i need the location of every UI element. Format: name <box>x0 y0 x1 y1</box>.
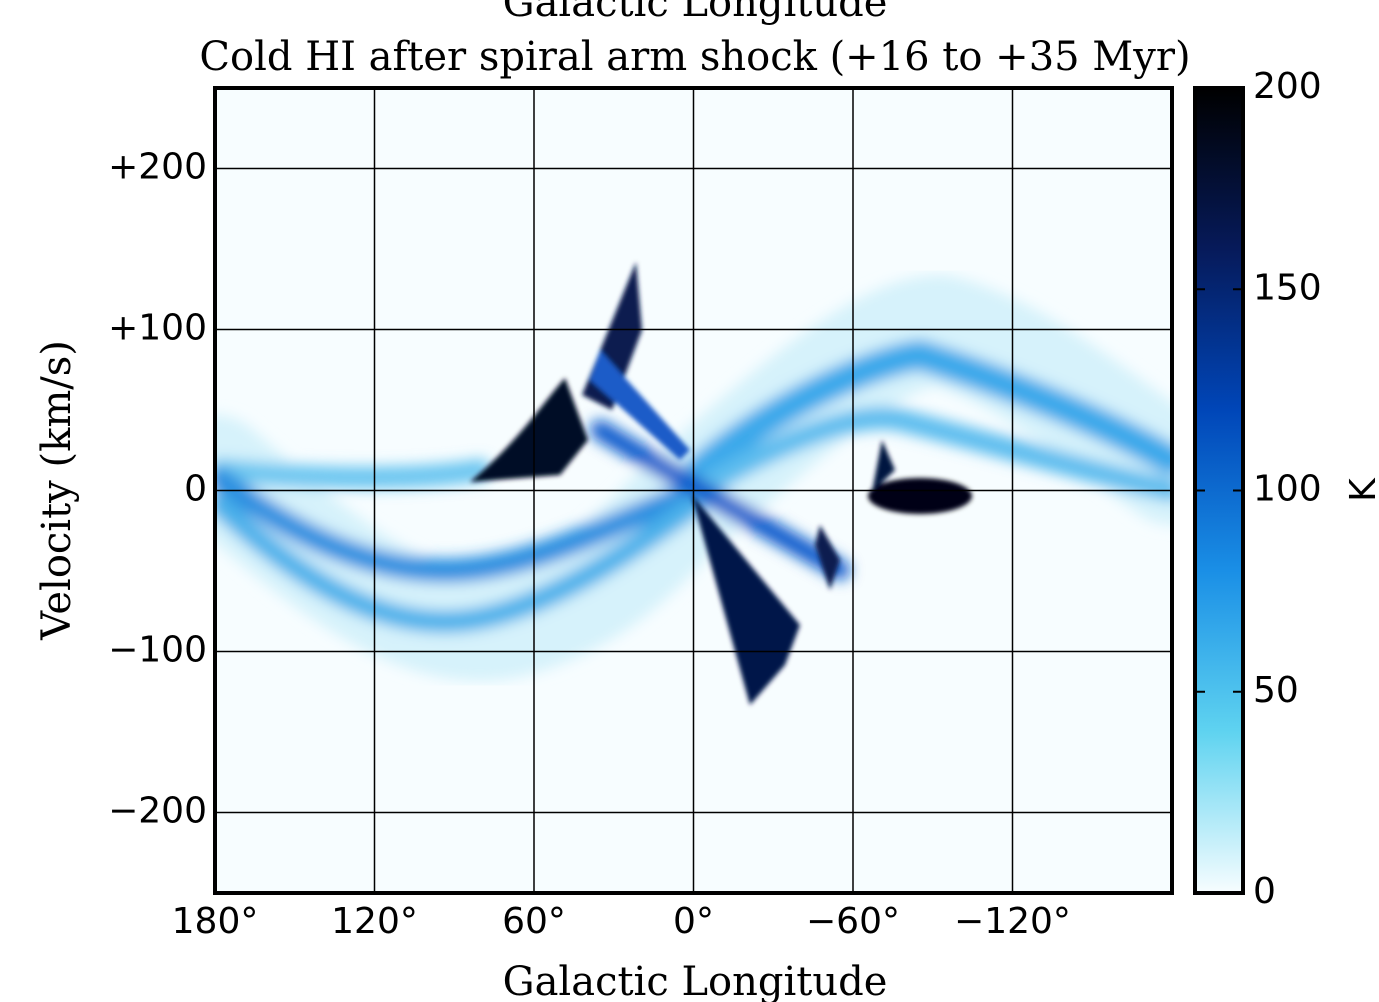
y-axis-label: Velocity (km/s) <box>34 340 80 641</box>
colorbar-tick-label: 0 <box>1253 871 1276 912</box>
dense-region <box>868 478 972 514</box>
y-tick-label: 0 <box>184 469 207 510</box>
x-tick-label: −120° <box>954 901 1071 942</box>
x-tick-label: 120° <box>331 901 418 942</box>
band <box>689 407 1172 501</box>
dense-region <box>590 350 690 460</box>
y-tick-label: +200 <box>108 147 207 188</box>
x-tick-label: 180° <box>172 901 259 942</box>
x-tick-label: 60° <box>502 901 566 942</box>
colorbar-tick-label: 200 <box>1253 66 1322 107</box>
dense-region <box>815 525 840 590</box>
top-axis-label: Galactic Longitude <box>503 0 888 26</box>
plot-frame <box>213 86 1174 895</box>
y-tick-label: +100 <box>108 308 207 349</box>
band <box>215 468 712 583</box>
band <box>215 489 711 633</box>
x-tick-label: 0° <box>673 901 714 942</box>
band <box>685 339 1172 485</box>
dense-region <box>470 378 588 482</box>
colorbar-tick-label: 150 <box>1253 267 1322 308</box>
colorbar-tick-label: 100 <box>1253 469 1322 510</box>
y-tick-label: −200 <box>108 791 207 832</box>
dense-region <box>872 440 895 492</box>
y-tick-label: −100 <box>108 630 207 671</box>
chart-title: Cold HI after spiral arm shock (+16 to +… <box>199 34 1190 80</box>
band <box>215 459 491 489</box>
colorbar-tick-label: 50 <box>1253 670 1299 711</box>
colorbar-label: K <box>1343 477 1379 502</box>
x-tick-label: −60° <box>806 901 900 942</box>
x-axis-label: Galactic Longitude <box>503 959 888 1002</box>
dense-region <box>692 495 800 705</box>
